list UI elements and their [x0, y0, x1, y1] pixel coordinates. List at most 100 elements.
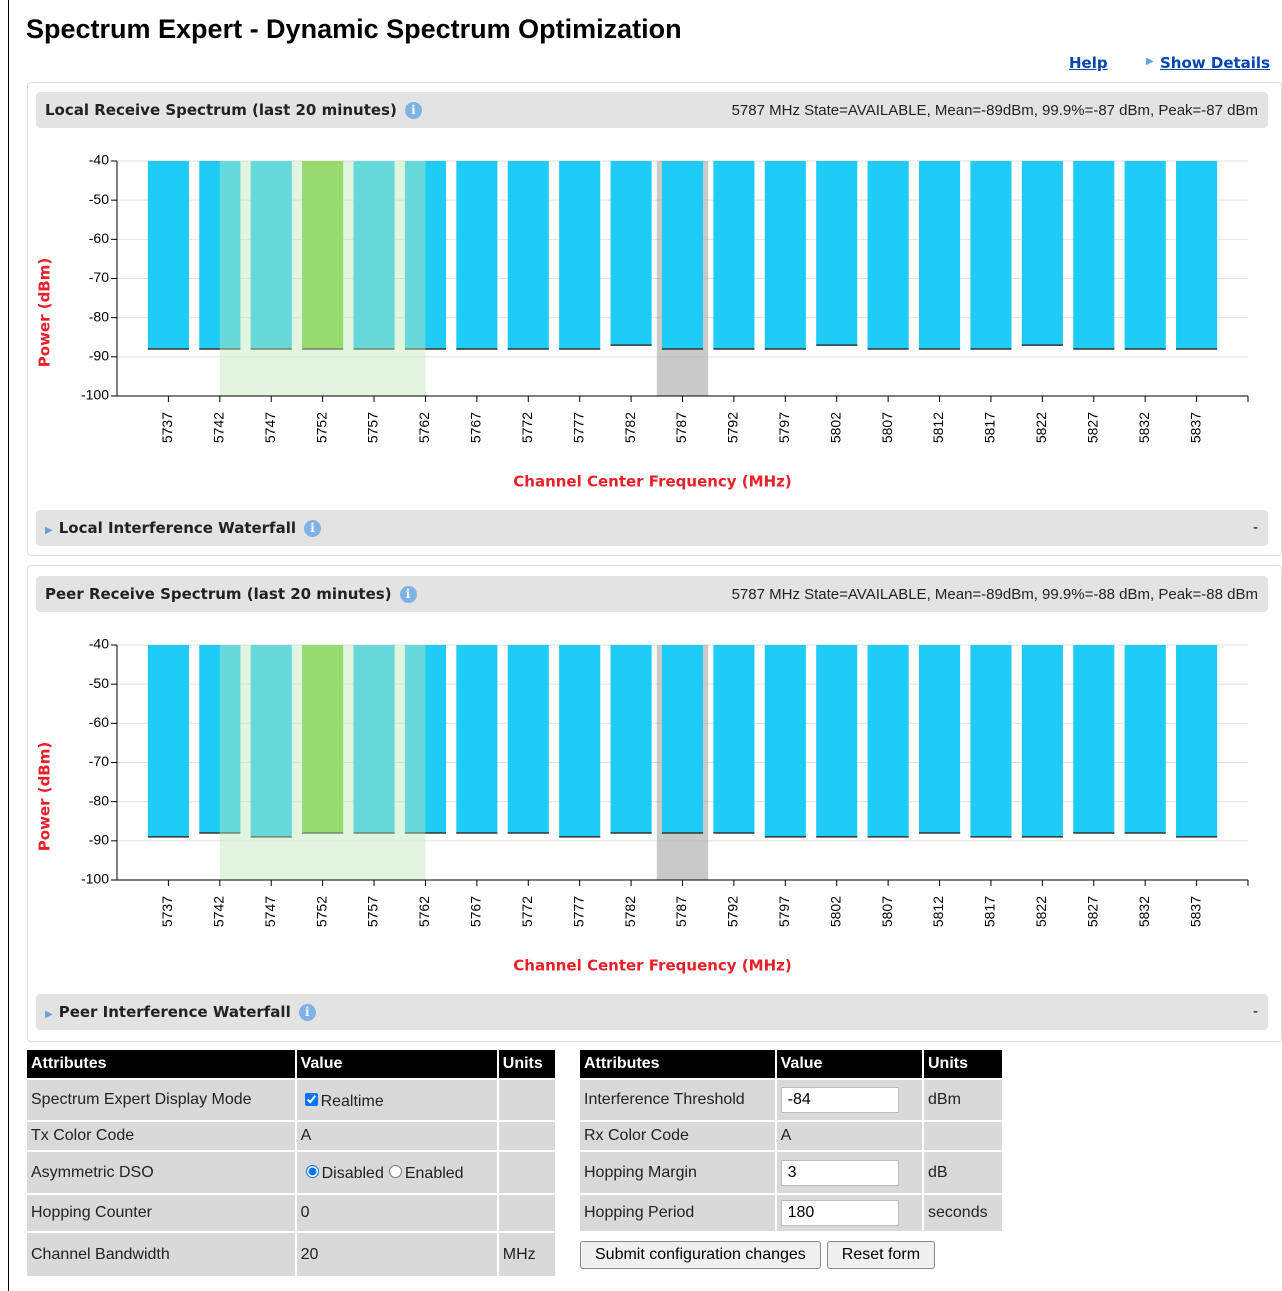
button[interactable]: Reset form — [826, 1240, 936, 1269]
bar — [970, 645, 1012, 837]
attributes-table-right: Attributes Value Units Interference Thresho… — [578, 1048, 1004, 1278]
x-tick-label: 5802 — [827, 896, 843, 927]
attribute-cell: Channel Bandwidth — [27, 1233, 295, 1276]
info-icon[interactable]: i — [399, 586, 417, 603]
bar — [1176, 161, 1218, 349]
x-tick-label: 5752 — [313, 412, 329, 443]
header-row: Attributes Value Units — [580, 1050, 1002, 1078]
text-input[interactable] — [780, 1087, 899, 1113]
table-row: Interference Threshold dBm — [580, 1080, 1002, 1120]
text-input[interactable] — [780, 1200, 899, 1226]
bar — [867, 645, 909, 837]
attribute-cell: Asymmetric DSO — [27, 1152, 295, 1193]
page-title: Spectrum Expert - Dynamic Spectrum Optim… — [26, 14, 682, 44]
x-tick-label: 5767 — [468, 412, 484, 443]
x-tick-label: 5807 — [879, 896, 895, 927]
x-tick-label: 5827 — [1084, 896, 1100, 927]
x-tick-label: 5772 — [519, 412, 535, 443]
show-details-link[interactable]: Show Details — [1160, 54, 1270, 72]
bar — [970, 161, 1012, 349]
bar — [1021, 161, 1063, 346]
value-cell: Disabled Enabled — [296, 1152, 497, 1193]
x-tick-label: 5812 — [930, 896, 946, 927]
panel-status: 5787 MHz State=AVAILABLE, Mean=-89dBm, 9… — [731, 586, 1258, 603]
units-cell: MHz — [498, 1233, 555, 1276]
table-row: Rx Color Code A — [580, 1122, 1002, 1150]
units-cell — [498, 1122, 555, 1150]
x-tick-label: 5832 — [1136, 896, 1152, 927]
bar — [507, 161, 549, 349]
bar — [404, 645, 447, 833]
bar — [147, 161, 189, 349]
x-tick-label: 5807 — [879, 412, 895, 443]
column-header: Attributes — [580, 1050, 775, 1078]
x-tick-label: 5787 — [673, 412, 689, 443]
bar — [713, 161, 755, 349]
table-row: Hopping Period seconds — [580, 1195, 1002, 1231]
bar — [302, 161, 344, 349]
units-cell: seconds — [924, 1195, 1002, 1231]
bar — [507, 645, 549, 833]
x-tick-label: 5812 — [930, 412, 946, 443]
x-tick-label: 5742 — [211, 896, 227, 927]
header-row: Attributes Value Units — [27, 1050, 555, 1078]
y-tick-label: -90 — [89, 348, 109, 364]
units-cell: dBm — [924, 1080, 1002, 1120]
bar — [764, 161, 806, 349]
panel-header: Local Receive Spectrum (last 20 minutes)… — [36, 92, 1268, 128]
waterfall-title-text: Local Interference Waterfall — [58, 519, 296, 537]
bar — [661, 161, 704, 349]
bar — [250, 161, 292, 349]
bar — [610, 161, 652, 346]
bar — [816, 645, 858, 837]
bar — [1176, 645, 1218, 837]
x-tick-label: 5782 — [622, 896, 638, 927]
value-cell — [776, 1152, 922, 1193]
bar — [250, 645, 292, 837]
radio[interactable] — [388, 1165, 402, 1178]
bar — [1073, 645, 1115, 833]
info-icon[interactable]: i — [404, 102, 422, 119]
table-row: Tx Color Code A — [27, 1122, 555, 1150]
x-tick-label: 5787 — [673, 896, 689, 927]
x-tick-label: 5777 — [570, 412, 586, 443]
help-link[interactable]: Help — [1069, 54, 1108, 72]
y-tick-label: -100 — [81, 871, 109, 887]
waterfall-title-text: Peer Interference Waterfall — [58, 1003, 291, 1021]
panel-title-text: Local Receive Spectrum (last 20 minutes) — [45, 101, 397, 119]
x-tick-label: 5832 — [1136, 412, 1152, 443]
waterfall-title: ▶ Local Interference Waterfall i — [45, 519, 321, 537]
info-icon[interactable]: i — [298, 1004, 316, 1021]
bar — [918, 645, 961, 833]
radio[interactable] — [305, 1165, 319, 1178]
info-icon[interactable]: i — [304, 520, 321, 537]
checkbox[interactable] — [304, 1092, 318, 1106]
x-tick-label: 5757 — [365, 896, 381, 927]
value-cell: 20 — [296, 1233, 497, 1276]
x-tick-label: 5772 — [519, 896, 535, 927]
text-input[interactable] — [780, 1159, 899, 1186]
bar — [404, 161, 447, 349]
attribute-cell: Hopping Counter — [27, 1195, 295, 1231]
panel-title: Peer Receive Spectrum (last 20 minutes) i — [45, 585, 417, 603]
x-tick-label: 5797 — [776, 412, 792, 443]
x-axis-label: Channel Center Frequency (MHz) — [513, 473, 791, 491]
units-cell: dB — [924, 1152, 1002, 1193]
table-row: Spectrum Expert Display Mode Realtime — [27, 1080, 555, 1120]
waterfall-value: - — [1253, 1003, 1258, 1020]
x-tick-label: 5752 — [313, 896, 329, 927]
panel-header: Peer Receive Spectrum (last 20 minutes) i… — [36, 576, 1268, 612]
x-tick-label: 5837 — [1187, 896, 1203, 927]
column-header: Units — [924, 1050, 1002, 1078]
waterfall-header[interactable]: ▶ Peer Interference Waterfall i - — [36, 994, 1268, 1030]
panel-status: 5787 MHz State=AVAILABLE, Mean=-89dBm, 9… — [731, 102, 1258, 119]
waterfall-header[interactable]: ▶ Local Interference Waterfall i - — [36, 510, 1268, 546]
value-cell: 0 — [296, 1195, 497, 1231]
button[interactable]: Submit configuration changes — [580, 1240, 821, 1269]
x-tick-label: 5837 — [1187, 412, 1203, 443]
y-axis-label: Power (dBm) — [36, 258, 54, 367]
bar — [199, 645, 241, 833]
bar — [867, 161, 909, 349]
table-row: Channel Bandwidth 20 MHz — [27, 1233, 555, 1276]
value-cell — [776, 1080, 922, 1120]
